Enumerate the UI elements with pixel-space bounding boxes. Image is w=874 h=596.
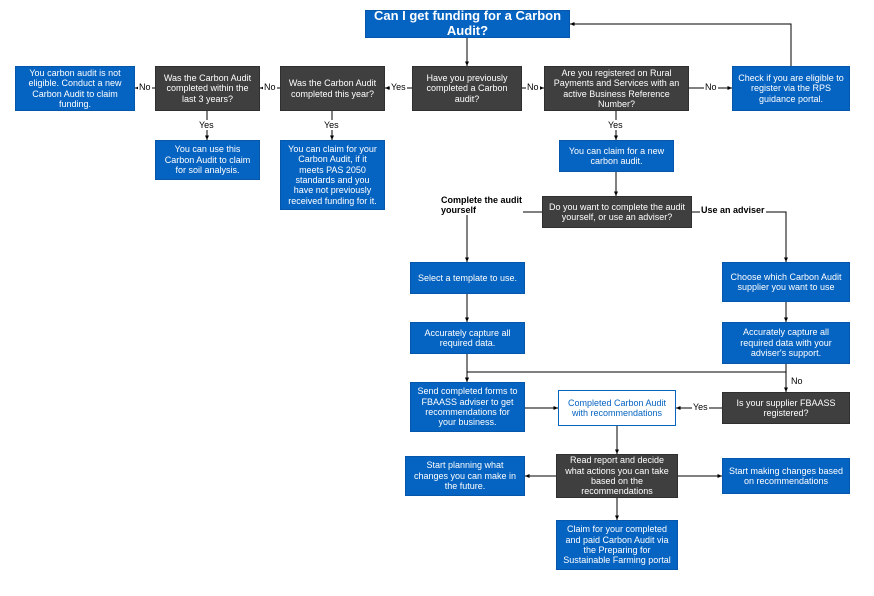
node-not_eligible: You carbon audit is not eligible. Conduc… bbox=[15, 66, 135, 111]
node-completed: Completed Carbon Audit with recommendati… bbox=[558, 390, 676, 426]
node-title: Can I get funding for a Carbon Audit? bbox=[365, 10, 570, 38]
edge-label-q_fb_reg-completed: Yes bbox=[692, 402, 709, 412]
edge-label-q_prev-q_this_year: Yes bbox=[390, 82, 407, 92]
edge-label-q_3years-use_soil: Yes bbox=[198, 120, 215, 130]
node-plan_future: Start planning what changes you can make… bbox=[405, 456, 525, 496]
edge-label-q_fb_reg-send_fbaass: No bbox=[790, 376, 804, 386]
edge-label-q_rps-rps_link: No bbox=[704, 82, 718, 92]
edge-label-q_prev-q_rps: No bbox=[526, 82, 540, 92]
node-capture: Accurately capture all required data. bbox=[410, 322, 525, 354]
node-use_soil: You can use this Carbon Audit to claim f… bbox=[155, 140, 260, 180]
node-claim_portal: Claim for your completed and paid Carbon… bbox=[556, 520, 678, 570]
node-q_3years: Was the Carbon Audit completed within th… bbox=[155, 66, 260, 111]
node-send_fbaass: Send completed forms to FBAASS adviser t… bbox=[410, 382, 525, 432]
node-q_self_adv: Do you want to complete the audit yourse… bbox=[542, 196, 692, 228]
edge-label-q_3years-not_eligible: No bbox=[138, 82, 152, 92]
node-pas2050: You can claim for your Carbon Audit, if … bbox=[280, 140, 385, 210]
edge-rps_link-title bbox=[570, 24, 791, 66]
node-capture_adv: Accurately capture all required data wit… bbox=[722, 322, 850, 364]
edge-q_self_adv-select_tpl bbox=[467, 212, 542, 262]
node-make_changes: Start making changes based on recommenda… bbox=[722, 458, 850, 494]
node-choose_sup: Choose which Carbon Audit supplier you w… bbox=[722, 262, 850, 302]
node-rps_link: Check if you are eligible to register vi… bbox=[732, 66, 850, 111]
edge-label-q_self_adv-choose_sup: Use an adviser bbox=[700, 205, 766, 215]
node-select_tpl: Select a template to use. bbox=[410, 262, 525, 294]
edge-label-q_this_year-pas2050: Yes bbox=[323, 120, 340, 130]
edge-label-q_this_year-q_3years: No bbox=[263, 82, 277, 92]
edge-q_self_adv-choose_sup bbox=[692, 212, 786, 262]
node-read_rep: Read report and decide what actions you … bbox=[556, 454, 678, 498]
node-q_rps: Are you registered on Rural Payments and… bbox=[544, 66, 689, 111]
node-q_prev: Have you previously completed a Carbon a… bbox=[412, 66, 522, 111]
node-claim_new: You can claim for a new carbon audit. bbox=[559, 140, 674, 172]
node-q_this_year: Was the Carbon Audit completed this year… bbox=[280, 66, 385, 111]
node-q_fb_reg: Is your supplier FBAASS registered? bbox=[722, 392, 850, 424]
edge-label-q_self_adv-select_tpl: Complete the audityourself bbox=[440, 195, 523, 215]
edge-label-q_rps-claim_new: Yes bbox=[607, 120, 624, 130]
